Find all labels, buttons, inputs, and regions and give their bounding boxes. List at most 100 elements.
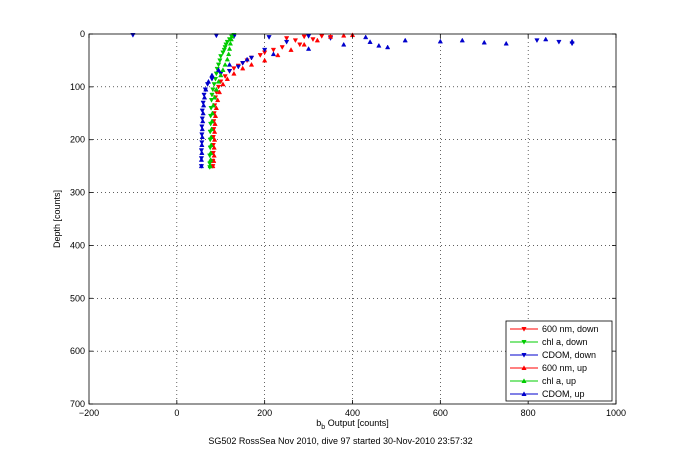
y-tick-label: 500 xyxy=(70,293,85,303)
data-point xyxy=(207,163,213,169)
data-point xyxy=(215,78,222,84)
data-point xyxy=(220,50,226,56)
data-point xyxy=(266,35,272,40)
series-layer xyxy=(130,32,575,170)
data-point xyxy=(292,38,299,44)
legend-marker xyxy=(521,352,527,358)
data-point xyxy=(534,38,540,44)
x-tick-label: 0 xyxy=(174,408,179,418)
x-tick-label: −200 xyxy=(79,408,99,418)
data-point xyxy=(198,157,205,162)
data-point xyxy=(220,81,226,87)
data-point xyxy=(310,37,316,43)
data-point xyxy=(218,72,224,78)
legend-marker xyxy=(521,378,527,384)
data-point xyxy=(385,44,391,50)
data-point xyxy=(402,37,408,43)
y-tick-label: 700 xyxy=(70,399,85,409)
y-axis-label: Depth [counts] xyxy=(52,190,62,248)
data-point xyxy=(203,86,209,92)
data-point xyxy=(275,52,281,58)
x-tick-label: 400 xyxy=(345,408,360,418)
legend-marker xyxy=(521,365,527,371)
data-point xyxy=(279,45,285,50)
data-point xyxy=(212,121,218,126)
series-4 xyxy=(207,33,235,169)
data-point xyxy=(503,40,509,46)
y-tick-label: 400 xyxy=(70,240,85,250)
data-point xyxy=(341,32,347,38)
data-point xyxy=(297,42,303,48)
data-point xyxy=(209,110,216,116)
legend-label: 600 nm, up xyxy=(542,363,587,373)
data-point xyxy=(200,102,207,108)
data-point xyxy=(363,34,369,40)
data-point xyxy=(262,47,268,53)
data-point xyxy=(199,134,205,140)
data-point xyxy=(222,74,228,80)
data-point xyxy=(208,157,214,162)
data-point xyxy=(222,61,228,67)
x-axis-label-subscript: b xyxy=(321,424,325,431)
data-point xyxy=(199,150,205,155)
data-point xyxy=(199,108,205,114)
data-point xyxy=(305,46,312,51)
data-point xyxy=(262,57,268,63)
data-point xyxy=(327,33,334,39)
data-point xyxy=(200,110,206,116)
data-point xyxy=(543,36,549,42)
data-point xyxy=(212,76,219,82)
data-point xyxy=(376,42,382,48)
data-point xyxy=(209,72,215,78)
data-point xyxy=(248,61,255,67)
legend-label: chl a, down xyxy=(542,337,588,347)
data-point xyxy=(221,47,227,53)
data-point xyxy=(226,51,232,57)
legend-label: 600 nm, down xyxy=(542,324,599,334)
data-point xyxy=(211,94,218,100)
legend-box xyxy=(505,320,613,402)
data-point xyxy=(212,113,219,118)
figure-caption: SG502 RossSea Nov 2010, dive 97 started … xyxy=(208,436,473,446)
data-point xyxy=(222,45,228,50)
y-tick-label: 300 xyxy=(70,188,85,198)
data-point xyxy=(208,126,215,132)
data-point xyxy=(211,82,217,87)
legend-marker xyxy=(521,339,527,345)
data-point xyxy=(248,55,255,61)
data-point xyxy=(205,78,212,84)
data-point xyxy=(229,33,235,39)
data-point xyxy=(228,36,234,42)
data-point xyxy=(437,38,443,44)
data-point xyxy=(213,86,219,92)
data-point xyxy=(226,68,233,74)
data-point xyxy=(217,58,223,64)
data-point xyxy=(367,39,373,44)
data-point xyxy=(224,56,230,62)
data-point xyxy=(270,47,277,53)
data-point xyxy=(244,56,250,62)
data-point xyxy=(284,39,290,45)
legend-marker xyxy=(521,326,527,332)
data-point xyxy=(199,124,205,130)
data-point xyxy=(218,54,224,59)
data-point xyxy=(301,34,307,40)
legend: 600 nm, down chl a, down CDOM, down 600 nm,… xyxy=(505,320,613,402)
data-point xyxy=(201,94,208,100)
data-point xyxy=(213,105,219,111)
data-point xyxy=(240,65,246,71)
legend-label: CDOM, up xyxy=(542,389,585,399)
data-point xyxy=(198,148,205,154)
data-point xyxy=(226,46,233,51)
data-point xyxy=(200,100,206,106)
data-point xyxy=(198,163,205,169)
series-3 xyxy=(210,32,356,169)
data-point xyxy=(459,37,465,43)
series-5 xyxy=(198,34,575,169)
data-point xyxy=(224,39,230,45)
data-point xyxy=(288,47,294,52)
data-point xyxy=(569,38,575,44)
data-point xyxy=(481,39,487,45)
data-point xyxy=(211,129,218,134)
